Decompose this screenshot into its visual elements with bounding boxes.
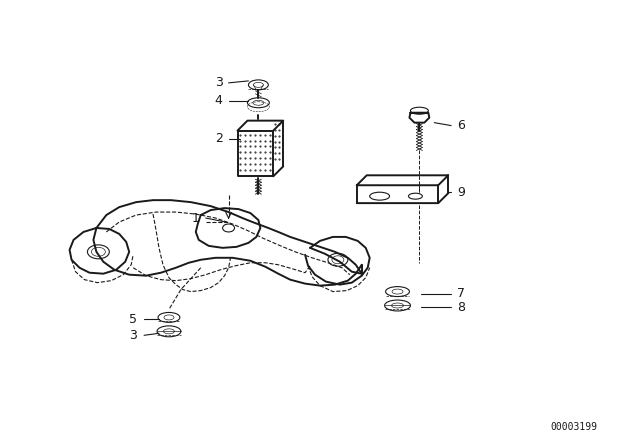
Text: 00003199: 00003199 bbox=[550, 422, 597, 432]
Text: 5: 5 bbox=[129, 313, 137, 326]
Text: 8: 8 bbox=[457, 301, 465, 314]
Text: 3: 3 bbox=[214, 76, 223, 90]
Text: 6: 6 bbox=[457, 119, 465, 132]
Text: 7: 7 bbox=[457, 287, 465, 300]
Text: 3: 3 bbox=[129, 329, 137, 342]
Text: 4: 4 bbox=[214, 94, 223, 107]
Text: 2: 2 bbox=[214, 132, 223, 145]
Text: 9: 9 bbox=[457, 186, 465, 199]
Text: 1: 1 bbox=[192, 211, 200, 224]
